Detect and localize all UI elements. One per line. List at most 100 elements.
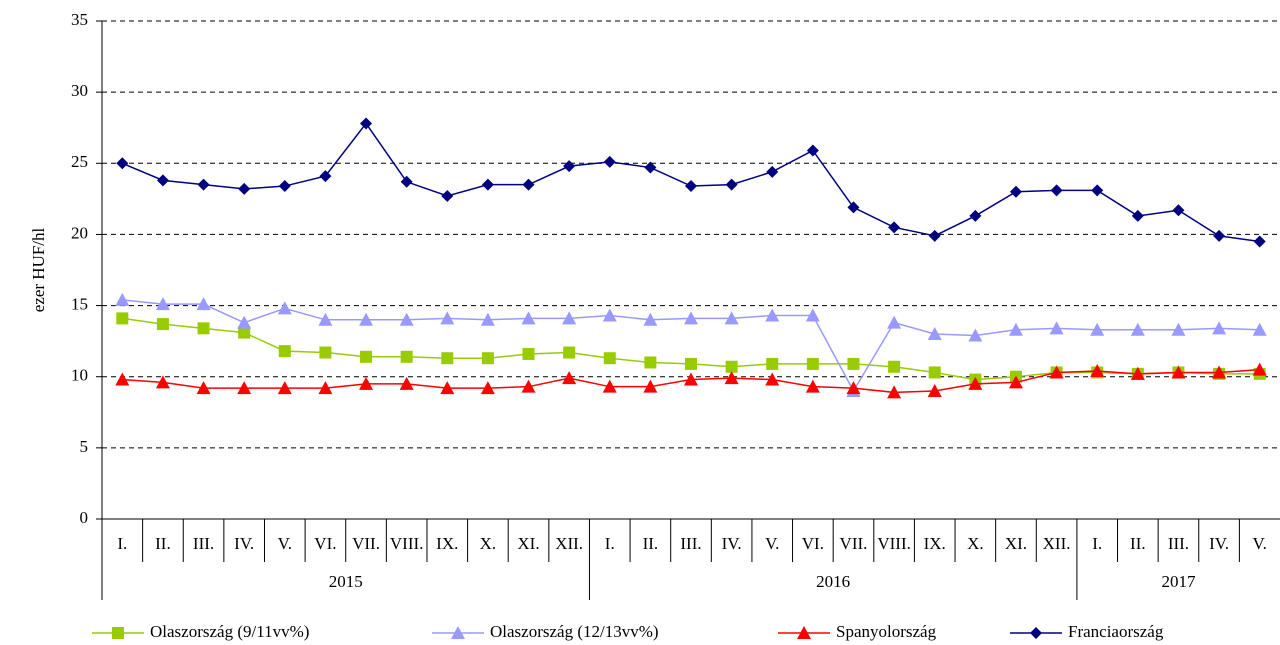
x-tick-label: II. [1130, 534, 1146, 553]
marker [1130, 322, 1145, 336]
marker [806, 144, 819, 157]
marker [1253, 235, 1266, 248]
marker [115, 372, 130, 386]
marker [927, 383, 942, 397]
marker [237, 315, 252, 329]
marker [685, 357, 697, 370]
marker [1172, 204, 1185, 217]
marker [1252, 362, 1267, 376]
marker [1008, 375, 1023, 389]
x-tick-label: V. [278, 534, 292, 553]
series [116, 117, 1266, 248]
marker [563, 160, 576, 173]
x-tick-label: I. [117, 534, 127, 553]
series [115, 362, 1267, 399]
y-tick-label: 35 [71, 10, 88, 29]
marker [197, 178, 210, 191]
marker [968, 376, 983, 390]
marker [766, 165, 779, 178]
marker [685, 180, 697, 193]
marker [1050, 184, 1063, 197]
marker [1090, 364, 1105, 378]
marker [115, 292, 130, 306]
marker [563, 346, 576, 359]
marker [725, 360, 738, 373]
x-tick-label: III. [193, 534, 214, 553]
marker [684, 311, 698, 325]
marker [441, 190, 454, 203]
y-tick-label: 20 [71, 223, 88, 242]
marker [562, 371, 577, 385]
x-tick-label: IX. [436, 534, 458, 553]
x-tick-label: XI. [1005, 534, 1027, 553]
x-tick-label: III. [1168, 534, 1189, 553]
marker [237, 381, 252, 395]
marker [1008, 322, 1023, 336]
marker [1171, 365, 1186, 379]
marker [319, 170, 332, 183]
marker [1090, 322, 1105, 336]
marker [400, 175, 413, 188]
y-tick-label: 5 [80, 437, 89, 456]
marker [1252, 322, 1267, 336]
marker [278, 180, 291, 193]
x-tick-label: I. [1092, 534, 1102, 553]
marker [451, 626, 465, 639]
marker [644, 161, 657, 174]
marker [1049, 321, 1064, 335]
marker [277, 301, 292, 315]
y-tick-label: 10 [71, 366, 88, 385]
marker [765, 372, 780, 386]
marker [888, 360, 901, 373]
marker [684, 372, 698, 386]
marker [806, 357, 819, 370]
marker [440, 381, 455, 395]
marker [603, 352, 616, 365]
marker [399, 376, 414, 390]
x-tick-label: I. [605, 534, 615, 553]
marker [1030, 627, 1042, 639]
legend-label: Spanyolország [836, 622, 937, 641]
marker [928, 229, 941, 242]
x-tick-label: X. [967, 534, 984, 553]
marker [1049, 365, 1064, 379]
marker [1212, 321, 1227, 335]
x-tick-label: VI. [314, 534, 336, 553]
marker [318, 381, 333, 395]
x-tick-label: XI. [517, 534, 539, 553]
year-label: 2016 [816, 572, 850, 591]
marker [481, 178, 494, 191]
x-tick-label: IV. [1209, 534, 1229, 553]
y-tick-label: 15 [71, 294, 88, 313]
marker [441, 352, 454, 365]
marker [602, 308, 617, 322]
x-tick-label: X. [480, 534, 497, 553]
marker [112, 627, 124, 639]
x-tick-label: VIII. [390, 534, 424, 553]
x-tick-label: III. [680, 534, 701, 553]
marker [116, 157, 129, 170]
marker [927, 327, 942, 341]
x-tick-label: VI. [802, 534, 824, 553]
x-tick-label: VII. [352, 534, 380, 553]
marker [480, 312, 495, 326]
marker [805, 379, 820, 393]
marker [888, 221, 901, 234]
marker [1130, 366, 1145, 380]
x-tick-label: V. [1253, 534, 1267, 553]
marker [197, 322, 210, 335]
legend-label: Olaszország (9/11vv%) [150, 622, 309, 641]
marker [522, 178, 535, 191]
marker [521, 379, 536, 393]
marker [400, 350, 413, 363]
y-tick-label: 25 [71, 152, 88, 171]
marker [155, 375, 170, 389]
marker [278, 345, 291, 358]
y-axis-label: ezer HUF/hl [29, 227, 48, 312]
marker [238, 326, 251, 339]
marker [360, 350, 373, 363]
marker [805, 308, 820, 322]
x-tick-label: II. [643, 534, 659, 553]
marker [1212, 365, 1227, 379]
